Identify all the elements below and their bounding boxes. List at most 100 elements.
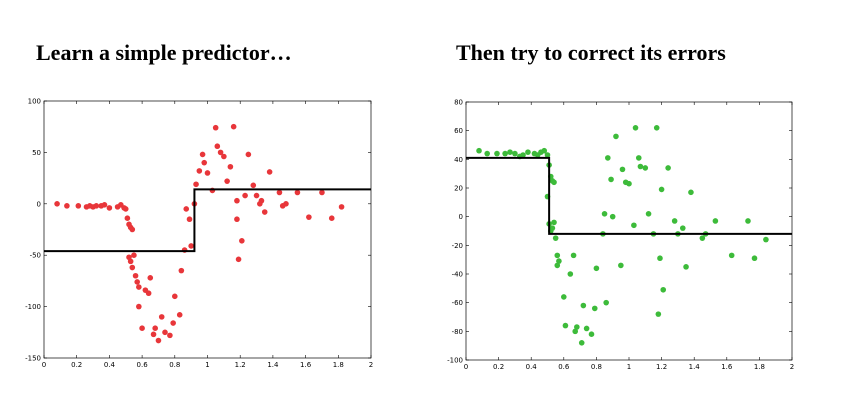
left-data-point — [266, 169, 273, 175]
left-data-point — [132, 272, 139, 279]
left-x-tick-label: 0.6 — [137, 361, 149, 369]
right-data-point — [642, 165, 649, 171]
right-data-point — [671, 218, 678, 224]
left-y-tick-label: -100 — [25, 303, 41, 311]
left-predictor-line — [44, 188, 371, 253]
left-data-point — [193, 181, 199, 188]
right-data-point — [618, 262, 624, 269]
left-data-point — [139, 325, 145, 331]
left-data-point — [136, 303, 142, 310]
left-data-point — [283, 201, 289, 207]
right-predictor-line — [466, 156, 792, 235]
right-data-point — [608, 176, 614, 183]
left-data-point — [338, 204, 345, 210]
left-data-point — [186, 216, 193, 223]
right-data-point — [619, 166, 626, 173]
left-data-point — [294, 189, 301, 196]
right-data-point — [484, 150, 490, 157]
left-data-point — [196, 168, 203, 174]
right-data-point — [632, 125, 639, 131]
left-data-point — [101, 202, 108, 208]
left-data-point — [230, 123, 237, 130]
left-data-point — [250, 182, 257, 189]
right-plot-frame — [465, 101, 793, 361]
left-data-point — [234, 197, 240, 204]
right-data-point — [520, 152, 526, 158]
right-data-point — [635, 155, 642, 161]
right-y-tick-label: 0 — [459, 213, 463, 221]
right-data-point — [502, 150, 508, 157]
right-data-point — [578, 340, 585, 346]
right-data-point — [574, 324, 580, 330]
left-y-tick-label: -150 — [25, 355, 41, 363]
right-x-tick-label: 1.8 — [754, 363, 765, 371]
left-data-point — [127, 258, 134, 265]
left-data-point — [150, 331, 157, 338]
right-data-point — [551, 179, 557, 186]
right-x-tick-label: 0 — [464, 363, 468, 371]
left-data-point — [276, 189, 283, 196]
right-data-point — [525, 149, 531, 155]
left-data-point — [214, 143, 221, 150]
right-data-point — [665, 165, 671, 171]
right-data-point — [645, 211, 652, 217]
right-data-point — [476, 147, 482, 154]
left-data-point — [64, 203, 70, 209]
right-data-point — [512, 150, 518, 157]
left-data-point — [183, 206, 190, 212]
left-data-point — [129, 226, 136, 233]
right-y-tick-label: 40 — [454, 156, 463, 164]
left-data-point — [188, 243, 194, 249]
right-data-point — [763, 236, 769, 243]
left-data-point — [75, 203, 82, 209]
left-data-point — [155, 337, 162, 344]
right-data-point — [588, 331, 595, 338]
right-data-point — [583, 325, 590, 332]
left-x-tick-label: 2 — [369, 361, 373, 369]
left-data-point — [328, 215, 335, 221]
left-data-point — [221, 153, 227, 160]
left-x-tick-label: 0 — [42, 361, 46, 369]
right-data-point — [507, 149, 513, 155]
left-x-tick-label: 1.8 — [333, 361, 344, 369]
right-data-point — [679, 225, 686, 231]
left-data-point — [306, 214, 312, 220]
left-data-point — [170, 320, 176, 326]
right-data-point — [572, 328, 579, 335]
right-y-tick-label: 80 — [454, 99, 463, 107]
left-data-point — [217, 149, 224, 156]
right-x-tick-label: 1 — [627, 363, 631, 371]
right-data-point — [556, 258, 562, 264]
right-data-point — [626, 180, 632, 187]
left-data-point — [253, 192, 260, 199]
left-x-tick-label: 1.2 — [235, 361, 246, 369]
right-data-point — [658, 186, 665, 193]
right-data-point — [541, 147, 548, 154]
left-x-tick-label: 1.4 — [267, 361, 279, 369]
left-data-point — [201, 159, 208, 166]
right-data-point — [552, 235, 559, 241]
right-y-tick-label: -60 — [452, 299, 463, 307]
left-x-tick-label: 0.2 — [71, 361, 82, 369]
right-data-point — [613, 133, 619, 140]
left-data-point — [145, 290, 152, 297]
right-y-tick-label: 60 — [454, 127, 463, 135]
right-y-tick-label: -100 — [447, 357, 463, 365]
left-data-point — [239, 238, 245, 244]
left-data-point — [261, 209, 268, 215]
chart-title-right: Then try to correct its errors — [456, 40, 726, 65]
left-y-tick-label: 50 — [32, 149, 41, 157]
right-data-point — [591, 305, 598, 312]
left-data-point — [158, 314, 165, 320]
left-x-tick-label: 0.8 — [169, 361, 180, 369]
right-y-tick-label: -40 — [452, 271, 463, 279]
right-data-point — [601, 211, 608, 217]
right-data-point — [561, 294, 567, 300]
right-x-tick-label: 0.6 — [558, 363, 570, 371]
right-data-point — [551, 219, 557, 226]
right-data-point — [660, 286, 667, 293]
left-y-tick-label: 100 — [28, 98, 41, 106]
right-data-point — [728, 252, 735, 259]
